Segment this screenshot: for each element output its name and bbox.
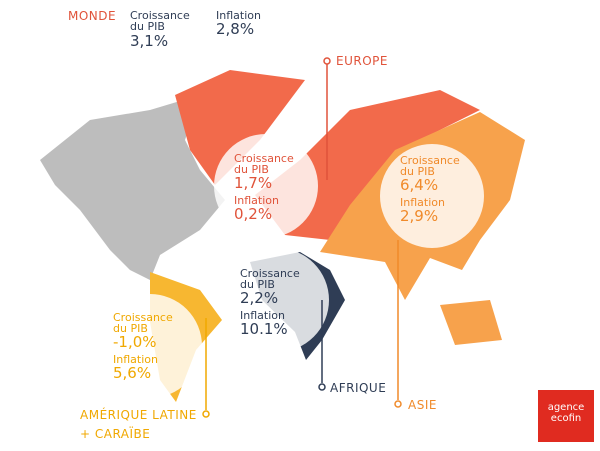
logo: agence ecofin: [538, 402, 594, 424]
greenland: [175, 70, 305, 185]
inflation-value: 10.1%: [240, 320, 288, 338]
region-name: AFRIQUE: [330, 381, 387, 395]
world-inflation-label: Inflation: [216, 9, 261, 22]
inflation-value: 0,2%: [234, 205, 273, 223]
world-inflation: 2,8%: [216, 20, 255, 38]
europe-bubble: [214, 134, 318, 238]
europe-dot: [323, 57, 331, 65]
gdp-label: Croissance du PIB: [234, 152, 294, 176]
inflation-label: Inflation: [234, 194, 279, 207]
logo-text: ecofin: [550, 413, 582, 424]
world-gdp-label: Croissance du PIB: [130, 9, 190, 33]
inflation-label: Inflation: [113, 353, 158, 366]
inflation-value: 5,6%: [113, 364, 152, 382]
logo-box: [538, 390, 594, 442]
inflation-label: Inflation: [240, 309, 285, 322]
gdp-value: 6,4%: [400, 176, 439, 194]
latam-bubble: [98, 294, 202, 398]
inflation-label: Inflation: [400, 196, 445, 209]
region-name: AMÉRIQUE LATINE: [80, 408, 197, 422]
africa-bubble: [225, 248, 329, 352]
gdp-value: -1,0%: [113, 333, 157, 351]
inflation-value: 2,9%: [400, 207, 439, 225]
gdp-label: Croissance du PIB: [400, 154, 460, 178]
logo-text: agence: [547, 402, 585, 413]
australia: [440, 300, 502, 345]
world-label: MONDE: [68, 9, 117, 23]
north-america: [40, 95, 225, 280]
asia-bubble: [380, 144, 484, 248]
latam-dot: [202, 410, 210, 418]
africa-dot: [318, 383, 326, 391]
gdp-value: 2,2%: [240, 289, 279, 307]
gdp-value: 1,7%: [234, 174, 273, 192]
gdp-label: Croissance du PIB: [113, 311, 173, 335]
asia-dot: [394, 400, 402, 408]
region-name: + CARAÏBE: [80, 427, 151, 441]
region-name: EUROPE: [336, 54, 388, 68]
world-gdp: 3,1%: [130, 32, 169, 50]
gdp-label: Croissance du PIB: [240, 267, 300, 291]
region-name: ASIE: [408, 398, 437, 412]
